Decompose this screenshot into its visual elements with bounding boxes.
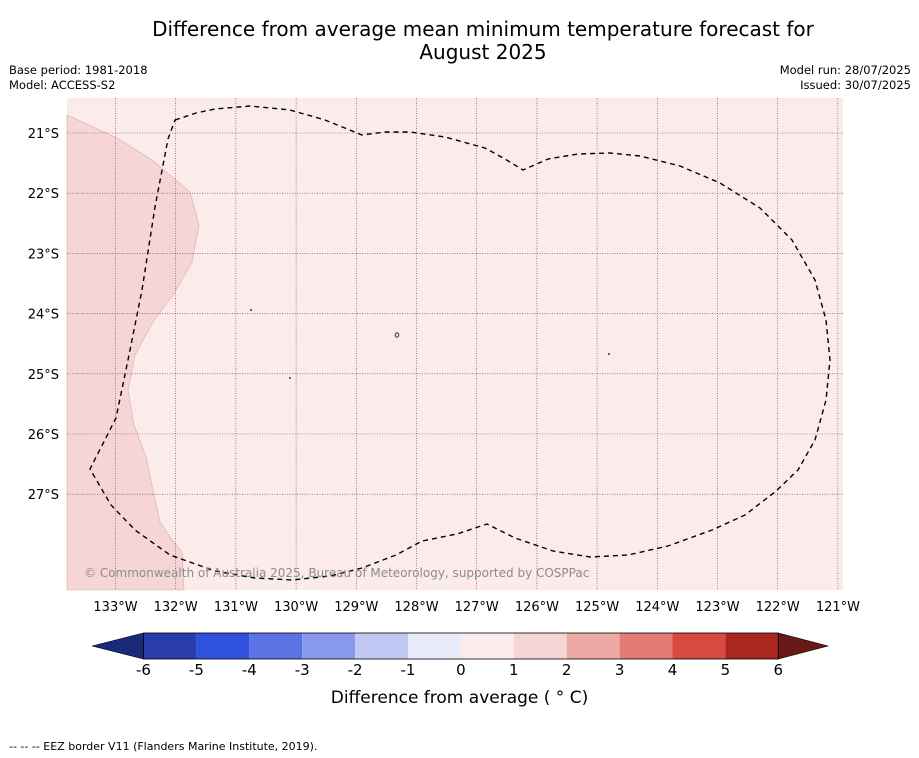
longitude-label: 122°W: [756, 600, 800, 615]
colorbar-tick-label: -5: [188, 661, 204, 679]
colorbar-tick-label: 1: [509, 661, 519, 679]
latitude-label: 24°S: [28, 308, 59, 323]
issued-text: Issued: 30/07/2025: [800, 78, 911, 92]
colorbar: [91, 632, 830, 660]
island-dot: [608, 353, 610, 355]
colorbar-segment: [672, 633, 726, 659]
island-dot: [250, 309, 252, 311]
latitude-label: 23°S: [28, 247, 59, 262]
latitude-label: 26°S: [28, 428, 59, 443]
colorbar-tick-label: -1: [400, 661, 416, 679]
latitude-label: 27°S: [28, 488, 59, 503]
longitude-label: 130°W: [274, 600, 318, 615]
forecast-meta-right: Model run: 28/07/2025 Issued: 30/07/2025: [780, 63, 911, 93]
anomaly-zone-1-to-2: [66, 114, 200, 591]
longitude-label: 132°W: [154, 600, 198, 615]
longitude-label: 127°W: [455, 600, 499, 615]
colorbar-over-arrow: [777, 632, 830, 660]
longitude-label: 124°W: [635, 600, 679, 615]
eez-border: [89, 105, 831, 581]
longitude-label: 131°W: [214, 600, 258, 615]
map-title: Difference from average mean minimum tem…: [0, 18, 919, 64]
island-ring: [394, 332, 400, 338]
island-dot: [289, 377, 291, 379]
colorbar-tick-label: 3: [614, 661, 625, 679]
longitude-label: 121°W: [816, 600, 860, 615]
title-line-1: Difference from average mean minimum tem…: [152, 17, 814, 41]
forecast-meta-left: Base period: 1981-2018 Model: ACCESS-S2: [9, 63, 148, 93]
colorbar-segment: [725, 633, 779, 659]
latitude-grid: [67, 132, 843, 495]
small-islands: [250, 309, 610, 379]
eez-legend-note: -- -- -- EEZ border V11 (Flanders Marine…: [9, 740, 318, 753]
colorbar-segment: [143, 633, 197, 659]
longitude-labels: 133°W 132°W 131°W 130°W 129°W 128°W 127°W 126°W…: [93, 600, 860, 615]
latitude-label: 25°S: [28, 368, 59, 383]
longitude-label: 133°W: [93, 600, 137, 615]
colorbar-segment: [460, 633, 514, 659]
model-text: Model: ACCESS-S2: [9, 78, 116, 92]
base-period-text: Base period: 1981-2018: [9, 63, 148, 77]
colorbar-tick-label: -6: [136, 661, 151, 679]
title-line-2: August 2025: [419, 40, 547, 64]
longitude-label: 126°W: [515, 600, 559, 615]
colorbar-tick-label: 0: [456, 661, 466, 679]
longitude-label: 123°W: [695, 600, 739, 615]
colorbar-tick-label: -4: [241, 661, 257, 679]
longitude-label: 128°W: [394, 600, 438, 615]
colorbar-tick-label: 6: [773, 661, 784, 679]
colorbar-tick-label: -2: [347, 661, 363, 679]
colorbar-tick-label: 5: [720, 661, 731, 679]
colorbar-segment: [355, 633, 408, 659]
colorbar-label: Difference from average ( ° C): [330, 688, 589, 708]
longitude-label: 125°W: [575, 600, 619, 615]
copyright-text: © Commonwealth of Australia 2025, Bureau…: [84, 566, 589, 580]
colorbar-tick-label: -3: [294, 661, 310, 679]
colorbar-segment: [408, 633, 461, 659]
colorbar-tick-label: 2: [561, 661, 572, 679]
latitude-labels: 21°S 22°S 23°S 24°S 25°S 26°S 27°S: [28, 127, 59, 503]
colorbar-segment: [513, 633, 567, 659]
colorbar-under-arrow: [91, 632, 144, 660]
colorbar-segment: [566, 633, 620, 659]
latitude-label: 22°S: [28, 187, 59, 202]
model-run-text: Model run: 28/07/2025: [779, 63, 911, 77]
colorbar-tick-label: 4: [667, 661, 678, 679]
colorbar-segment: [249, 633, 303, 659]
colorbar-segment: [619, 633, 673, 659]
longitude-label: 129°W: [334, 600, 378, 615]
map-frame: [67, 98, 843, 590]
longitude-grid: [115, 98, 839, 590]
colorbar-segment: [302, 633, 356, 659]
latitude-label: 21°S: [28, 127, 59, 142]
colorbar-segment: [196, 633, 250, 659]
colorbar-outline: [143, 632, 779, 660]
